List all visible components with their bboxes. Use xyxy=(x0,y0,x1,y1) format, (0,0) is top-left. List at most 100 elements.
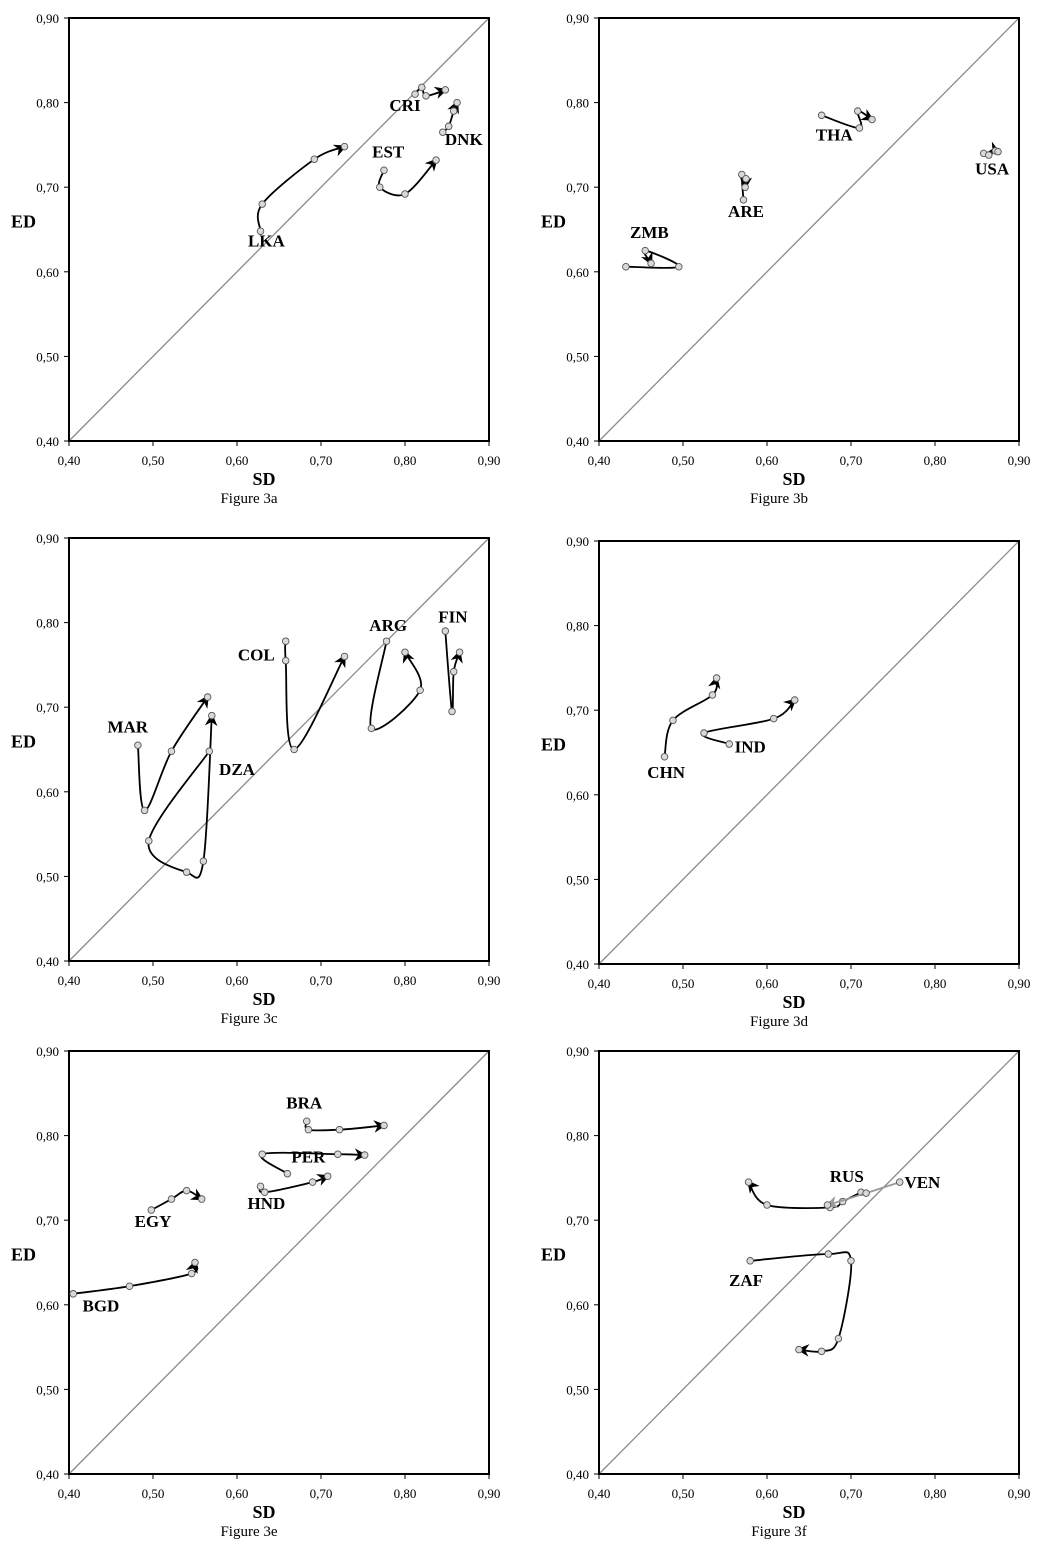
x-tick-label: 0,90 xyxy=(478,1486,501,1501)
data-point-egy xyxy=(197,1195,206,1203)
data-point-tha xyxy=(853,107,862,115)
x-tick-label: 0,40 xyxy=(588,453,611,468)
trajectory-arg xyxy=(369,641,423,731)
data-point-col xyxy=(281,656,290,665)
y-tick-label: 0,70 xyxy=(36,180,59,195)
x-tick-label: 0,70 xyxy=(840,453,863,468)
x-tick-label: 0,80 xyxy=(924,1486,947,1501)
data-point-lka xyxy=(258,200,266,208)
y-tick-label: 0,60 xyxy=(566,265,589,280)
x-tick-label: 0,40 xyxy=(58,973,81,988)
x-tick-label: 0,70 xyxy=(310,973,333,988)
x-tick-label: 0,40 xyxy=(58,1486,81,1501)
data-point-egy xyxy=(182,1186,191,1195)
y-tick-label: 0,50 xyxy=(36,1382,59,1397)
figure-caption: Figure 3b xyxy=(750,491,808,507)
y-axis-label: ED xyxy=(541,1245,566,1265)
trajectory-hnd xyxy=(258,1174,331,1194)
data-point-zaf xyxy=(817,1347,826,1356)
y-tick-label: 0,80 xyxy=(566,619,589,634)
trajectory-lka xyxy=(256,144,347,232)
data-point-lka xyxy=(310,155,319,164)
y-axis-label: ED xyxy=(11,212,36,232)
data-point-egy xyxy=(167,1195,176,1203)
y-tick-label: 0,40 xyxy=(566,434,589,449)
data-point-lka xyxy=(256,227,265,235)
data-point-bgd xyxy=(69,1290,77,1298)
x-tick-label: 0,60 xyxy=(756,453,779,468)
y-tick-label: 0,80 xyxy=(36,616,59,631)
country-label-dnk: DNK xyxy=(445,130,484,149)
data-point-ven xyxy=(862,1189,870,1197)
x-tick-label: 0,60 xyxy=(756,976,779,991)
diagonal-line xyxy=(598,17,1020,442)
trajectory-col xyxy=(284,641,346,751)
data-point-col xyxy=(290,745,298,754)
country-label-ind: IND xyxy=(735,738,766,757)
data-point-mar xyxy=(167,747,176,755)
data-point-zmb xyxy=(641,246,649,255)
data-point-dnk xyxy=(444,122,453,131)
y-tick-label: 0,80 xyxy=(566,96,589,111)
data-point-mar xyxy=(140,806,149,815)
trajectory-zmb xyxy=(625,249,680,269)
data-point-are xyxy=(739,196,748,204)
country-label-fin: FIN xyxy=(438,608,468,627)
data-point-cri xyxy=(418,83,426,92)
country-label-bra: BRA xyxy=(286,1094,323,1113)
data-point-bgd xyxy=(125,1282,134,1290)
data-point-zmb xyxy=(675,262,683,271)
data-point-bgd xyxy=(187,1269,196,1278)
x-tick-label: 0,90 xyxy=(1008,976,1031,991)
x-tick-label: 0,40 xyxy=(588,1486,611,1501)
data-point-usa xyxy=(985,151,993,159)
plot-frame xyxy=(598,17,1020,442)
y-tick-label: 0,40 xyxy=(36,1467,59,1482)
figure-caption: Figure 3e xyxy=(220,1524,277,1540)
data-point-bra xyxy=(380,1121,388,1130)
x-axis-label: SD xyxy=(782,469,805,489)
x-tick-label: 0,60 xyxy=(226,973,249,988)
x-axis-label: SD xyxy=(782,1502,805,1522)
y-axis-label: ED xyxy=(11,1245,36,1265)
figure-caption: Figure 3a xyxy=(220,491,277,507)
x-axis-label: SD xyxy=(782,992,805,1012)
figure-caption: Figure 3c xyxy=(220,1011,277,1027)
y-tick-label: 0,60 xyxy=(36,265,59,280)
y-tick-label: 0,90 xyxy=(36,11,59,26)
x-tick-label: 0,80 xyxy=(394,453,417,468)
data-point-zaf xyxy=(746,1257,754,1265)
plot-frame xyxy=(68,17,490,442)
country-label-zmb: ZMB xyxy=(630,223,669,242)
x-tick-label: 0,50 xyxy=(672,976,695,991)
country-label-rus: RUS xyxy=(830,1167,864,1186)
x-axis-label: SD xyxy=(252,989,275,1009)
data-point-zaf xyxy=(824,1250,833,1258)
data-point-ven xyxy=(823,1201,832,1209)
data-point-ind xyxy=(700,729,708,737)
y-tick-label: 0,50 xyxy=(566,1382,589,1397)
trajectory-per xyxy=(259,1148,368,1175)
x-tick-label: 0,70 xyxy=(310,1486,333,1501)
country-label-mar: MAR xyxy=(107,718,148,737)
data-point-hnd xyxy=(260,1188,269,1197)
y-tick-label: 0,90 xyxy=(36,1044,59,1059)
data-point-est xyxy=(401,190,409,198)
y-tick-label: 0,60 xyxy=(36,785,59,800)
x-tick-label: 0,90 xyxy=(1008,453,1031,468)
y-tick-label: 0,90 xyxy=(566,11,589,26)
x-tick-label: 0,60 xyxy=(756,1486,779,1501)
data-point-mar xyxy=(203,693,212,701)
figure-caption: Figure 3d xyxy=(750,1014,808,1030)
x-tick-label: 0,50 xyxy=(142,453,165,468)
data-point-tha xyxy=(817,111,826,120)
data-point-dza xyxy=(205,747,214,755)
y-tick-label: 0,90 xyxy=(566,534,589,549)
data-point-tha xyxy=(855,124,864,132)
x-tick-label: 0,70 xyxy=(310,453,333,468)
data-point-ind xyxy=(725,740,733,748)
country-label-col: COL xyxy=(238,646,275,665)
data-point-cri xyxy=(411,90,419,98)
trajectory-chn xyxy=(663,675,721,757)
